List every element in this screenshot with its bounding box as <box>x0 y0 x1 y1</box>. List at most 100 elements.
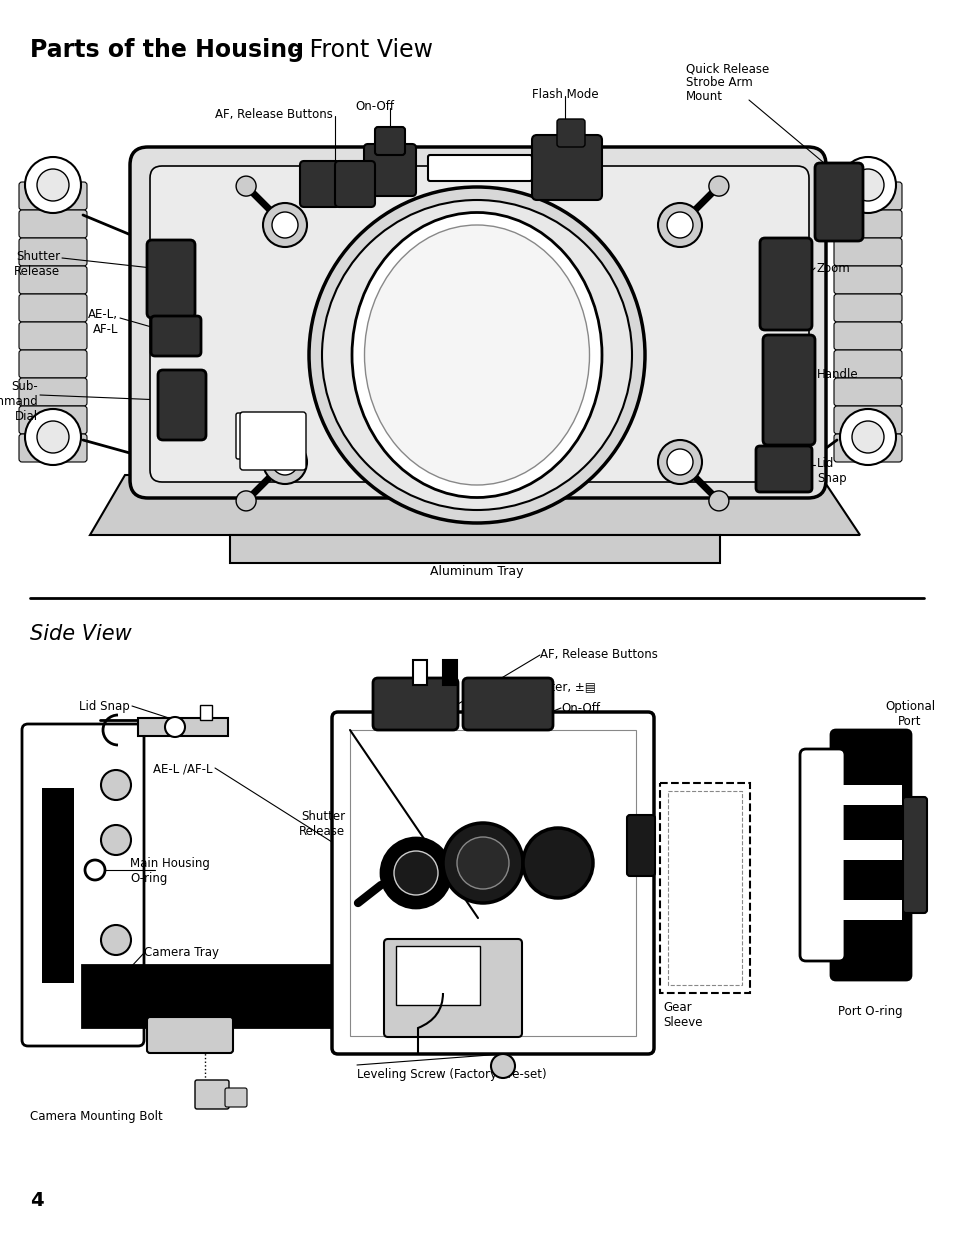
FancyBboxPatch shape <box>833 238 901 266</box>
FancyBboxPatch shape <box>626 815 655 876</box>
FancyBboxPatch shape <box>130 147 825 498</box>
FancyBboxPatch shape <box>375 127 405 156</box>
Circle shape <box>309 186 644 522</box>
Bar <box>838 900 901 920</box>
Text: Lid Snap: Lid Snap <box>79 700 130 713</box>
Bar <box>838 785 901 805</box>
Text: Sub-command
Dial: Sub-command Dial <box>422 963 513 990</box>
FancyBboxPatch shape <box>833 378 901 406</box>
FancyBboxPatch shape <box>19 350 87 378</box>
Text: Lid
Snap: Lid Snap <box>816 457 845 485</box>
Text: Parts of the Housing: Parts of the Housing <box>30 38 304 62</box>
FancyBboxPatch shape <box>395 946 479 1005</box>
Bar <box>138 718 228 736</box>
FancyBboxPatch shape <box>350 730 636 1036</box>
Bar <box>200 705 212 720</box>
Text: Camera Tray: Camera Tray <box>144 946 219 960</box>
FancyBboxPatch shape <box>833 433 901 462</box>
Circle shape <box>322 200 631 510</box>
Text: AE-L,
AF-L: AE-L, AF-L <box>88 308 118 336</box>
Text: Optional
Port: Optional Port <box>884 700 934 727</box>
Bar <box>325 462 355 478</box>
Text: 4: 4 <box>553 165 564 184</box>
FancyBboxPatch shape <box>833 350 901 378</box>
Bar <box>230 535 720 563</box>
Circle shape <box>101 925 131 955</box>
Bar <box>285 462 314 478</box>
FancyBboxPatch shape <box>19 406 87 433</box>
Text: 🐙: 🐙 <box>268 433 277 448</box>
FancyBboxPatch shape <box>19 210 87 238</box>
Circle shape <box>658 203 701 247</box>
Circle shape <box>840 409 895 466</box>
Circle shape <box>272 212 297 238</box>
Text: Main Housing
O-ring: Main Housing O-ring <box>130 857 210 885</box>
Text: Meter, ±▤: Meter, ±▤ <box>533 680 596 693</box>
FancyBboxPatch shape <box>225 1088 247 1107</box>
FancyBboxPatch shape <box>235 412 270 459</box>
Circle shape <box>456 837 509 889</box>
Text: Gear Sleeve
Drive Gear: Gear Sleeve Drive Gear <box>436 317 517 345</box>
Text: Port O-ring: Port O-ring <box>837 1005 902 1018</box>
FancyBboxPatch shape <box>830 730 910 981</box>
Text: On-Off: On-Off <box>355 100 395 112</box>
FancyBboxPatch shape <box>150 165 808 482</box>
FancyBboxPatch shape <box>462 678 553 730</box>
FancyBboxPatch shape <box>147 1016 233 1053</box>
Text: Gear Sleeve
Drive Gear: Gear Sleeve Drive Gear <box>441 295 517 324</box>
Bar <box>544 462 575 478</box>
FancyBboxPatch shape <box>760 238 811 330</box>
FancyBboxPatch shape <box>833 182 901 210</box>
Text: Port Lock: Port Lock <box>574 762 627 776</box>
Circle shape <box>708 490 728 511</box>
Circle shape <box>442 823 522 903</box>
FancyBboxPatch shape <box>335 161 375 207</box>
Text: Strobe Arm: Strobe Arm <box>685 77 752 89</box>
Bar <box>82 965 352 1028</box>
Circle shape <box>263 203 307 247</box>
FancyBboxPatch shape <box>299 161 339 207</box>
FancyBboxPatch shape <box>332 713 654 1053</box>
Circle shape <box>380 839 451 908</box>
Circle shape <box>522 827 593 898</box>
FancyBboxPatch shape <box>428 156 532 182</box>
FancyBboxPatch shape <box>19 322 87 350</box>
FancyBboxPatch shape <box>762 335 814 445</box>
Bar <box>442 659 456 685</box>
Text: Leveling Screw (Factory Pre-set): Leveling Screw (Factory Pre-set) <box>356 1068 546 1081</box>
FancyBboxPatch shape <box>19 266 87 294</box>
Bar <box>664 462 695 478</box>
Text: Camera Mounting Bolt: Camera Mounting Bolt <box>30 1110 163 1123</box>
Circle shape <box>272 450 297 475</box>
FancyBboxPatch shape <box>151 316 201 356</box>
Circle shape <box>708 177 728 196</box>
Ellipse shape <box>364 225 589 485</box>
FancyBboxPatch shape <box>240 412 306 471</box>
Text: AF, Release Buttons: AF, Release Buttons <box>214 107 333 121</box>
Text: AF, Release Buttons: AF, Release Buttons <box>539 648 658 661</box>
Circle shape <box>491 1053 515 1078</box>
Circle shape <box>235 490 255 511</box>
Circle shape <box>851 169 883 201</box>
Circle shape <box>394 851 437 895</box>
Text: ±: ± <box>573 168 584 182</box>
Bar <box>42 788 74 983</box>
Circle shape <box>851 421 883 453</box>
Circle shape <box>101 825 131 855</box>
Text: Shutter
Release: Shutter Release <box>14 249 60 278</box>
FancyBboxPatch shape <box>158 370 206 440</box>
Bar <box>245 462 274 478</box>
Text: Quick Release: Quick Release <box>685 62 768 75</box>
Text: IKELITE: IKELITE <box>456 163 503 173</box>
Circle shape <box>25 157 81 212</box>
Ellipse shape <box>352 212 601 498</box>
Bar <box>624 462 655 478</box>
FancyBboxPatch shape <box>800 748 844 961</box>
Circle shape <box>840 157 895 212</box>
Text: Sub-
command
Dial: Sub- command Dial <box>0 380 38 424</box>
Circle shape <box>235 177 255 196</box>
FancyBboxPatch shape <box>833 210 901 238</box>
Circle shape <box>165 718 185 737</box>
Bar <box>838 840 901 860</box>
Circle shape <box>666 450 692 475</box>
